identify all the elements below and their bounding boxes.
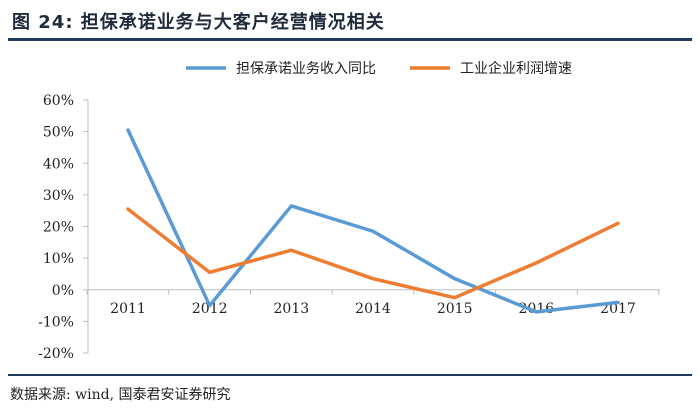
y-tick-label: 30% [43,188,74,204]
y-tick-label: -20% [38,346,74,362]
series-layer [126,128,620,314]
x-tick-label: 2014 [355,301,391,317]
series-line-1 [126,128,620,314]
data-point [126,207,130,211]
data-point [126,128,130,132]
y-tick-label: 10% [43,251,74,267]
source-text: wind, 国泰君安证券研究 [75,387,231,403]
figure-title: 图 24: 担保承诺业务与大客户经营情况相关 [12,12,385,33]
legend-label: 工业企业利润增速 [460,60,572,77]
data-point [371,277,375,281]
data-point [453,296,457,300]
x-tick-label: 2012 [192,301,228,317]
data-point [289,248,293,252]
legend-label: 担保承诺业务收入同比 [236,61,376,77]
data-point [453,277,457,281]
legend: 担保承诺业务收入同比 工业企业利润增速 [186,60,572,77]
title-rule [8,38,692,41]
source-prefix: 数据来源: [10,387,76,403]
data-point [616,221,620,225]
y-tick-label: 50% [43,125,74,141]
data-point [534,261,538,265]
data-point [371,229,375,233]
data-point [534,310,538,314]
footer-rule [8,374,692,376]
data-point [289,204,293,208]
y-tick-label: 40% [43,156,74,172]
x-tick-label: 2016 [519,301,555,317]
x-tick-label: 2011 [110,301,146,317]
x-tick-label: 2015 [437,301,473,317]
data-point [208,304,212,308]
y-tick-label: 0% [52,283,74,299]
x-axis: 2011 2012 2013 2014 2015 2016 2017 [86,289,660,317]
source-note: 数据来源: wind, 国泰君安证券研究 [10,384,231,404]
data-point [208,270,212,274]
x-tick-label: 2013 [274,301,310,317]
y-axis: -20% -10% 0% 10% 20% 30% 40% 50% 60% [38,93,89,362]
y-tick-label: 60% [43,93,74,109]
data-point [616,300,620,304]
y-tick-label: -10% [38,314,74,330]
y-tick-label: 20% [43,220,74,236]
